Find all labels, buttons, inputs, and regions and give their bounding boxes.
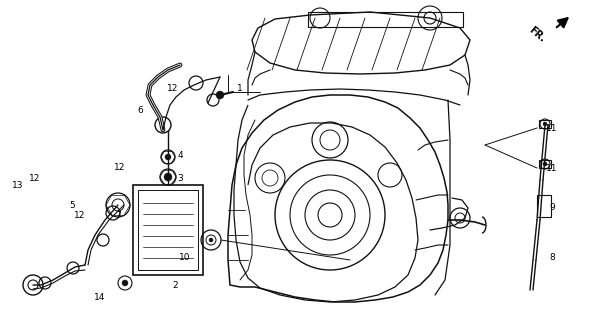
Text: 12: 12 [29, 173, 41, 182]
Text: 10: 10 [179, 253, 191, 262]
Text: 14: 14 [94, 293, 106, 302]
Text: 6: 6 [137, 106, 143, 115]
Text: 5: 5 [69, 201, 75, 210]
Bar [133, 185, 203, 275]
Text: 8: 8 [549, 253, 555, 262]
Text: 2: 2 [172, 281, 178, 290]
Circle shape [216, 91, 224, 99]
Text: 12: 12 [167, 84, 179, 92]
Circle shape [165, 154, 171, 160]
Text: 13: 13 [12, 180, 24, 189]
Circle shape [543, 162, 547, 166]
Text: 7: 7 [115, 211, 121, 220]
Bar [539, 120, 551, 128]
Circle shape [164, 173, 172, 181]
Text: 9: 9 [549, 203, 555, 212]
Circle shape [543, 122, 547, 126]
Text: 1: 1 [237, 84, 243, 92]
Bar [138, 190, 198, 270]
Text: 4: 4 [177, 150, 183, 159]
Text: 12: 12 [114, 163, 126, 172]
Circle shape [209, 238, 213, 242]
Text: 3: 3 [177, 173, 183, 182]
Text: FR.: FR. [526, 24, 547, 44]
Bar [308, 12, 463, 27]
Circle shape [122, 280, 128, 286]
Bar [537, 195, 551, 217]
Text: 12: 12 [74, 211, 86, 220]
Text: 11: 11 [546, 164, 558, 172]
Text: 11: 11 [546, 124, 558, 132]
Bar [539, 160, 551, 168]
